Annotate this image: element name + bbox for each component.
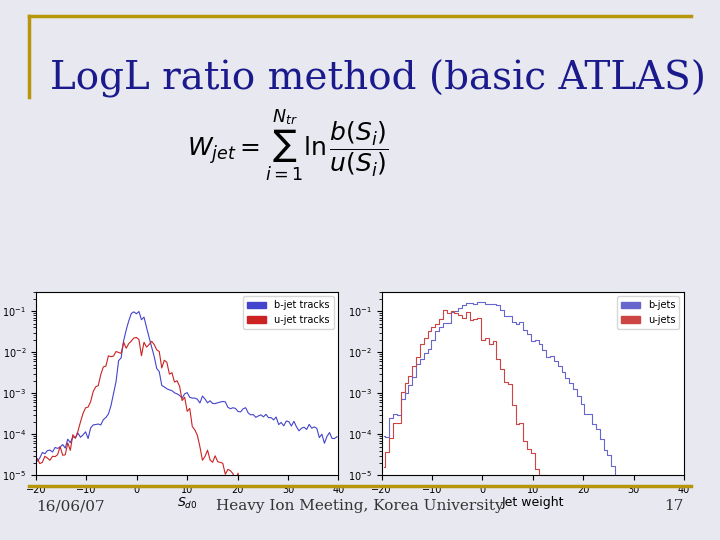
Text: $W_{jet} = \sum_{i=1}^{N_{tr}} \ln \dfrac{b(S_i)}{u(S_i)}$: $W_{jet} = \sum_{i=1}^{N_{tr}} \ln \dfra… [187,108,389,184]
Text: LogL ratio method (basic ATLAS): LogL ratio method (basic ATLAS) [50,59,706,98]
X-axis label: Jet weight: Jet weight [502,496,564,509]
Text: 17: 17 [665,499,684,513]
X-axis label: $S_{d0}$: $S_{d0}$ [177,496,197,511]
Legend: b-jets, u-jets: b-jets, u-jets [616,296,679,329]
Legend: b-jet tracks, u-jet tracks: b-jet tracks, u-jet tracks [243,296,333,329]
Text: 16/06/07: 16/06/07 [36,499,104,513]
Text: Heavy Ion Meeting, Korea University: Heavy Ion Meeting, Korea University [216,499,504,513]
